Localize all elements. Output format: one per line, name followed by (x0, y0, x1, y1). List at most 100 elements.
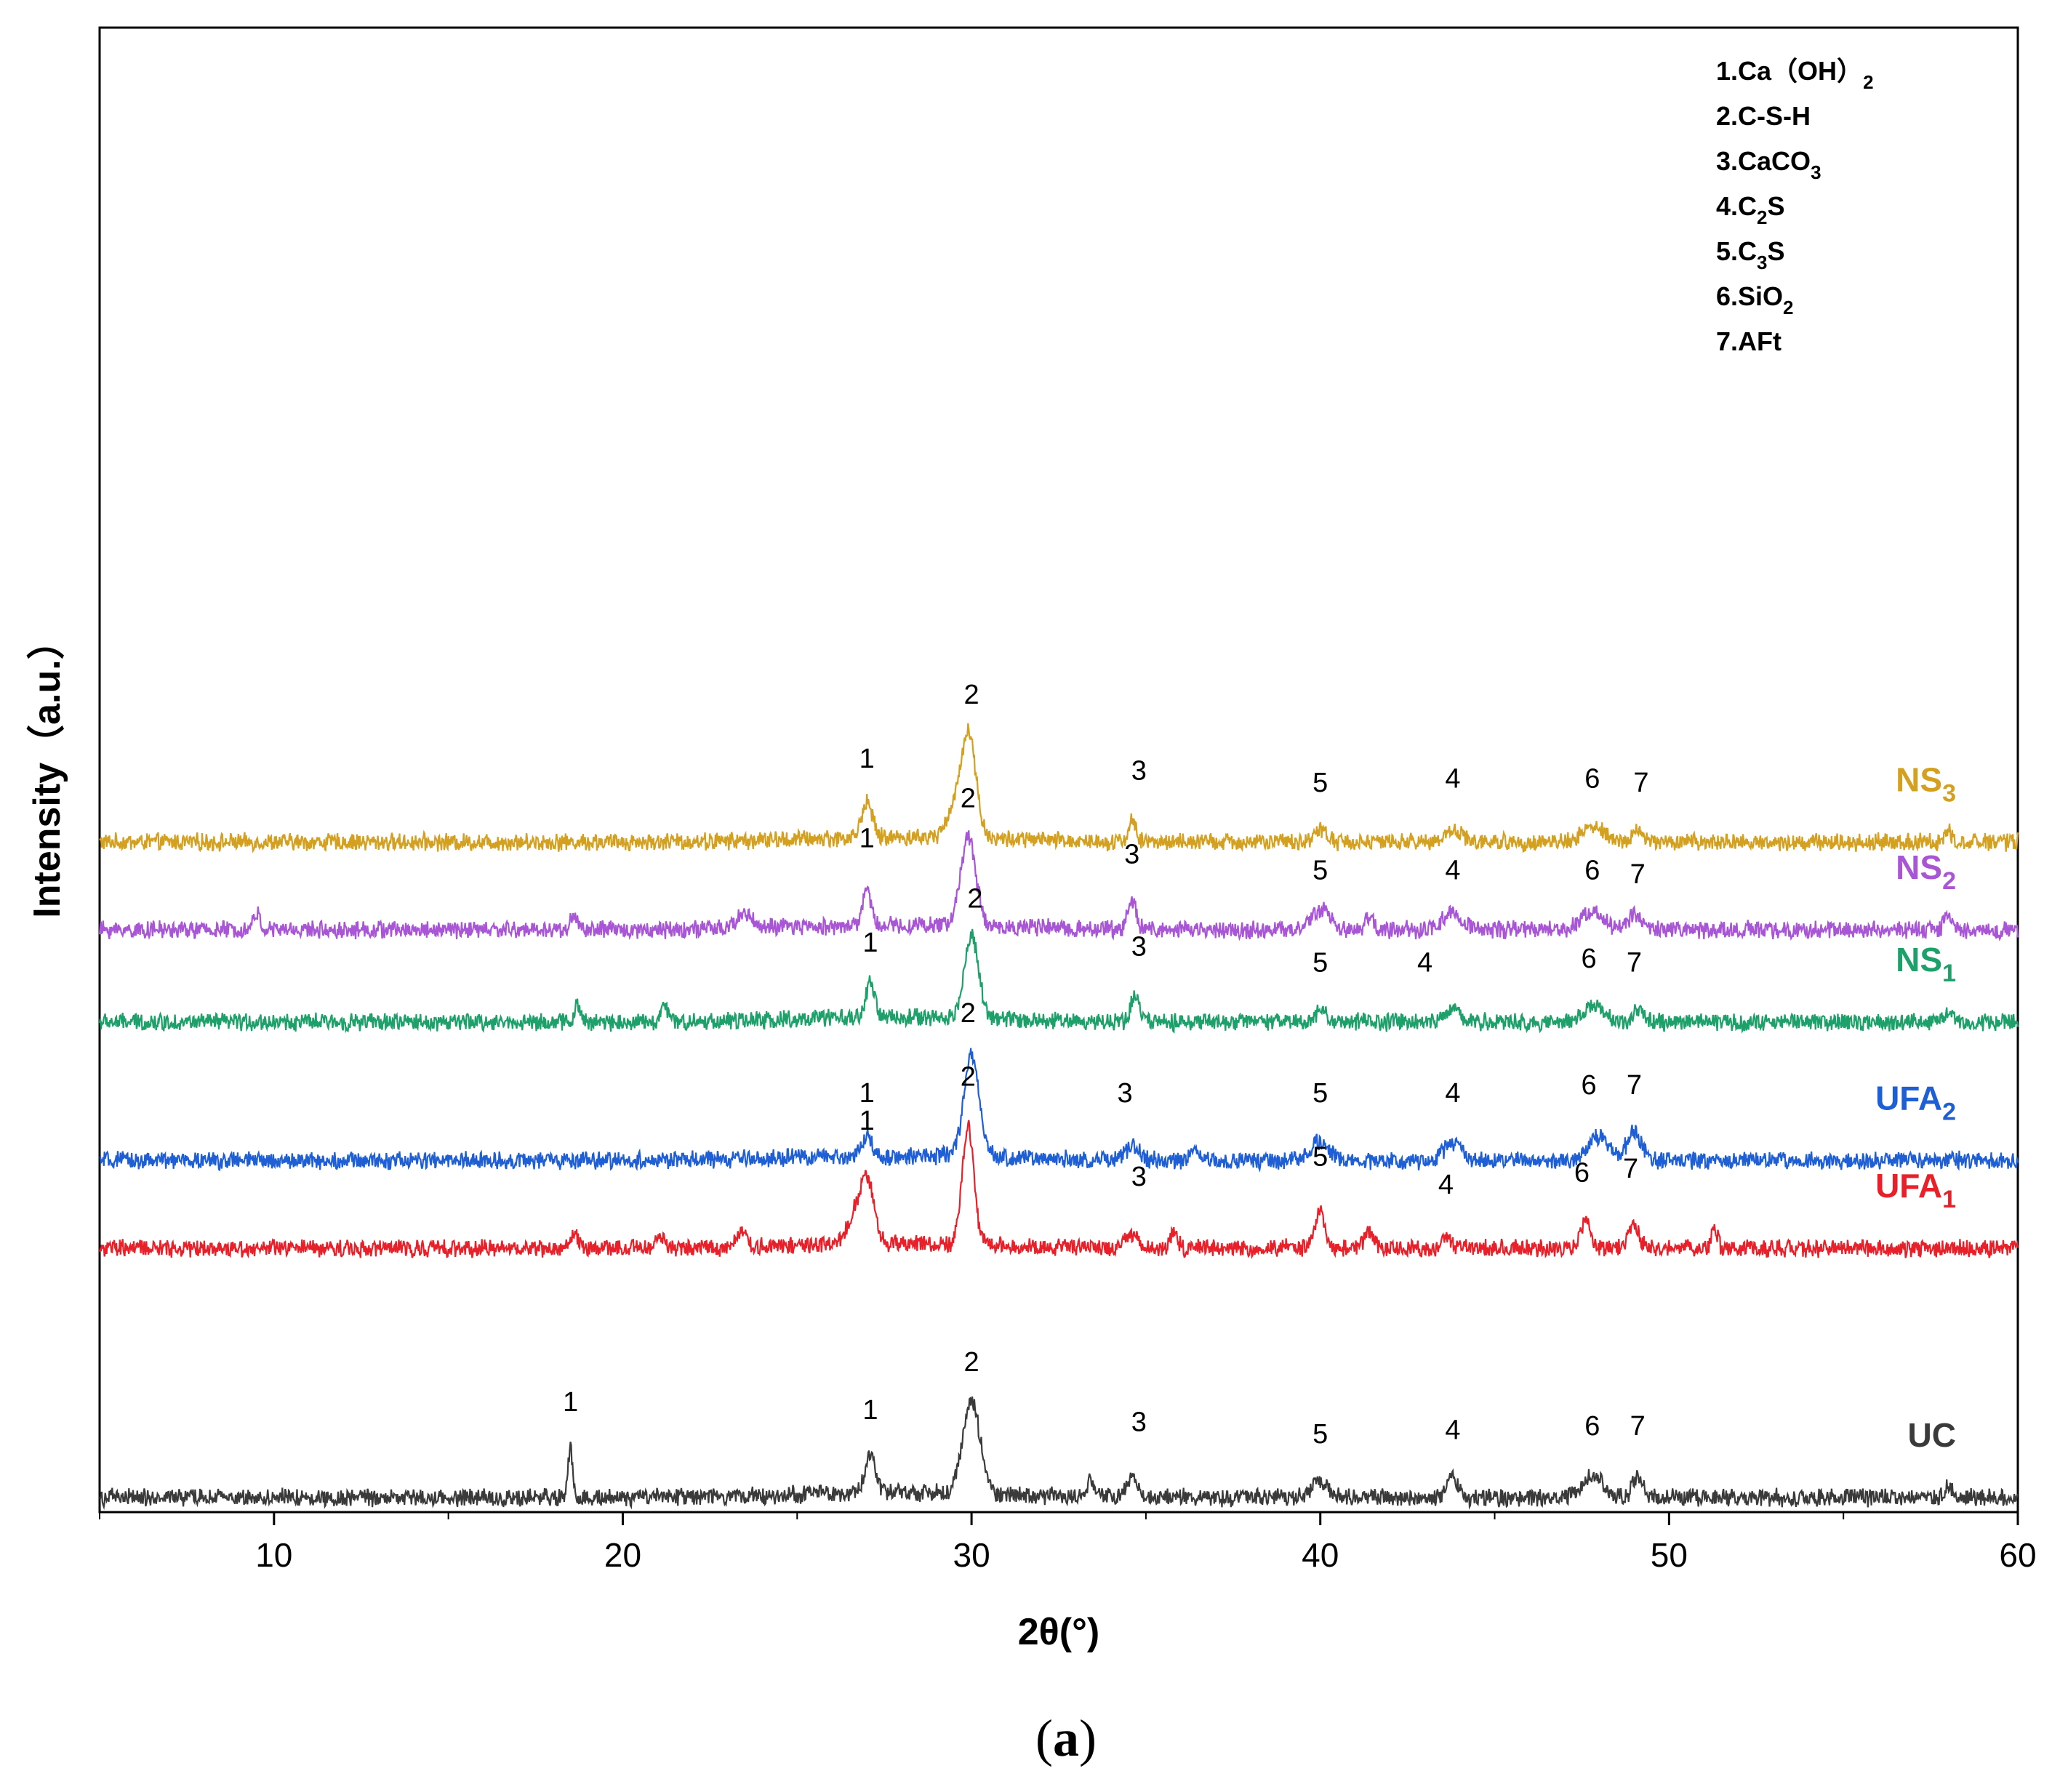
legend-entry-part: 2 (1757, 206, 1767, 228)
legend-entry-2: 2.C-S-H (1716, 101, 1811, 131)
peak-label-UFA2-4: 4 (1445, 1078, 1460, 1109)
series-label-main: UFA (1875, 1079, 1942, 1117)
peak-label-NS3-2: 2 (964, 680, 979, 710)
series-label-sub: 2 (1942, 867, 1956, 895)
x-axis-title: 2θ(°) (1018, 1611, 1099, 1653)
series-line-NS2 (98, 830, 2019, 941)
x-tick-label-30: 30 (953, 1536, 990, 1574)
x-tick-label-50: 50 (1651, 1536, 1688, 1574)
legend-entry-part: AFt (1738, 326, 1782, 356)
legend-entry-num: 6. (1716, 281, 1738, 311)
peak-label-NS2-7: 7 (1630, 859, 1646, 890)
series-label-sub: 2 (1942, 1098, 1956, 1125)
legend-entry-part: Ca（OH） (1738, 56, 1863, 86)
peak-label-NS2-3: 3 (1124, 839, 1139, 869)
peak-label-UC-3: 3 (1131, 1407, 1147, 1438)
peak-label-UC-7: 7 (1630, 1411, 1646, 1442)
legend-entry-part: S (1768, 191, 1785, 221)
series-label-main: NS (1896, 760, 1942, 798)
peak-label-NS1-1: 1 (862, 928, 878, 958)
peak-label-NS1-5: 5 (1312, 947, 1328, 978)
peak-label-UFA2-5: 5 (1312, 1078, 1328, 1109)
peak-label-NS2-5: 5 (1312, 855, 1328, 885)
legend-entry-part: SiO (1738, 281, 1783, 311)
legend-entry-part: 3 (1757, 252, 1767, 273)
x-tick-label-40: 40 (1302, 1536, 1339, 1574)
peak-label-NS3-5: 5 (1312, 768, 1328, 798)
legend-entry-part: 2 (1783, 297, 1793, 318)
legend-entry-num: 1. (1716, 56, 1738, 86)
legend-entry-num: 5. (1716, 236, 1738, 266)
series-line-NS1 (98, 928, 2019, 1034)
series-label-NS2: NS2 (1896, 848, 1956, 895)
peak-label-UFA2-7: 7 (1627, 1070, 1642, 1101)
caption-close: ) (1079, 1709, 1097, 1767)
peak-label-UC-6: 6 (1584, 1411, 1600, 1442)
peak-label-UFA1-2: 2 (961, 1062, 976, 1093)
peak-label-UFA1-7: 7 (1623, 1154, 1638, 1184)
peak-label-NS3-7: 7 (1633, 768, 1648, 798)
peak-label-UFA1-1: 1 (859, 1106, 875, 1136)
y-axis-title: Intensity（a.u.） (26, 622, 68, 917)
legend-entry-7: 7.AFt (1716, 326, 1782, 356)
peak-label-NS3-3: 3 (1131, 755, 1147, 786)
peak-label-UFA1-4: 4 (1438, 1170, 1454, 1200)
legend-entry-4: 4.C2S (1716, 191, 1785, 228)
series-label-sub: 1 (1942, 1186, 1956, 1213)
legend-entry-6: 6.SiO2 (1716, 281, 1794, 318)
legend-entry-part: S (1768, 236, 1785, 266)
peak-label-UFA1-6: 6 (1574, 1158, 1590, 1189)
series-label-sub: 3 (1942, 779, 1956, 807)
series-label-UFA1: UFA1 (1875, 1167, 1956, 1213)
legend-entry-part: 3 (1811, 161, 1821, 183)
series-label-main: UC (1908, 1416, 1956, 1454)
peak-label-NS2-2: 2 (961, 783, 976, 813)
peak-label-NS1-4: 4 (1417, 947, 1432, 978)
legend-entry-num: 7. (1716, 326, 1738, 356)
peak-label-NS3-4: 4 (1445, 763, 1460, 794)
legend-entry-num: 3. (1716, 146, 1738, 176)
peak-label-UFA2-6: 6 (1581, 1070, 1596, 1101)
legend-entry-1: 1.Ca（OH）2 (1716, 56, 1874, 93)
caption-letter: a (1053, 1709, 1079, 1767)
peak-label-UFA2-3: 3 (1118, 1078, 1133, 1109)
x-tick-label-10: 10 (255, 1536, 292, 1574)
peak-label-NS1-3: 3 (1131, 931, 1147, 962)
peak-label-UFA1-5: 5 (1312, 1142, 1328, 1173)
peak-label-UC-5: 5 (1312, 1419, 1328, 1450)
series-label-sub: 1 (1942, 960, 1956, 987)
legend-entry-part: C (1738, 236, 1757, 266)
series-label-NS3: NS3 (1896, 760, 1956, 807)
peak-label-NS1-6: 6 (1581, 944, 1596, 974)
legend-entry-num: 2. (1716, 101, 1738, 131)
peak-label-UC-2: 2 (964, 1347, 979, 1378)
peak-label-NS2-6: 6 (1584, 855, 1600, 885)
series-line-UFA1 (98, 1120, 2019, 1260)
legend-entry-5: 5.C3S (1716, 236, 1785, 273)
legend-entry-part: 2 (1863, 71, 1873, 93)
legend-entry-part: CaCO (1738, 146, 1811, 176)
series-label-NS1: NS1 (1896, 941, 1956, 987)
peak-label-NS1-7: 7 (1627, 947, 1642, 978)
series-label-UC: UC (1908, 1416, 1956, 1454)
legend-entry-part: C-S-H (1738, 101, 1811, 131)
series-label-UFA2: UFA2 (1875, 1079, 1956, 1125)
peak-label-NS2-1: 1 (859, 823, 875, 853)
peak-label-NS1-2: 2 (967, 883, 982, 914)
peak-label-UC-1: 1 (563, 1387, 578, 1418)
plot-frame (98, 26, 2019, 1514)
series-label-main: UFA (1875, 1167, 1942, 1205)
peak-label-UFA2-1: 1 (859, 1078, 875, 1109)
series-line-UFA2 (99, 1048, 2019, 1173)
peak-label-NS3-1: 1 (859, 744, 875, 774)
caption-open: ( (1035, 1709, 1053, 1767)
peak-label-UFA2-2: 2 (961, 998, 976, 1029)
peak-label-UFA1-3: 3 (1131, 1162, 1147, 1192)
x-tick-label-60: 60 (1999, 1536, 2036, 1574)
figure-caption: (a) (1035, 1709, 1097, 1767)
legend-entry-part: C (1738, 191, 1757, 221)
peak-label-UC-1: 1 (862, 1395, 878, 1426)
peak-label-NS3-6: 6 (1584, 763, 1600, 794)
